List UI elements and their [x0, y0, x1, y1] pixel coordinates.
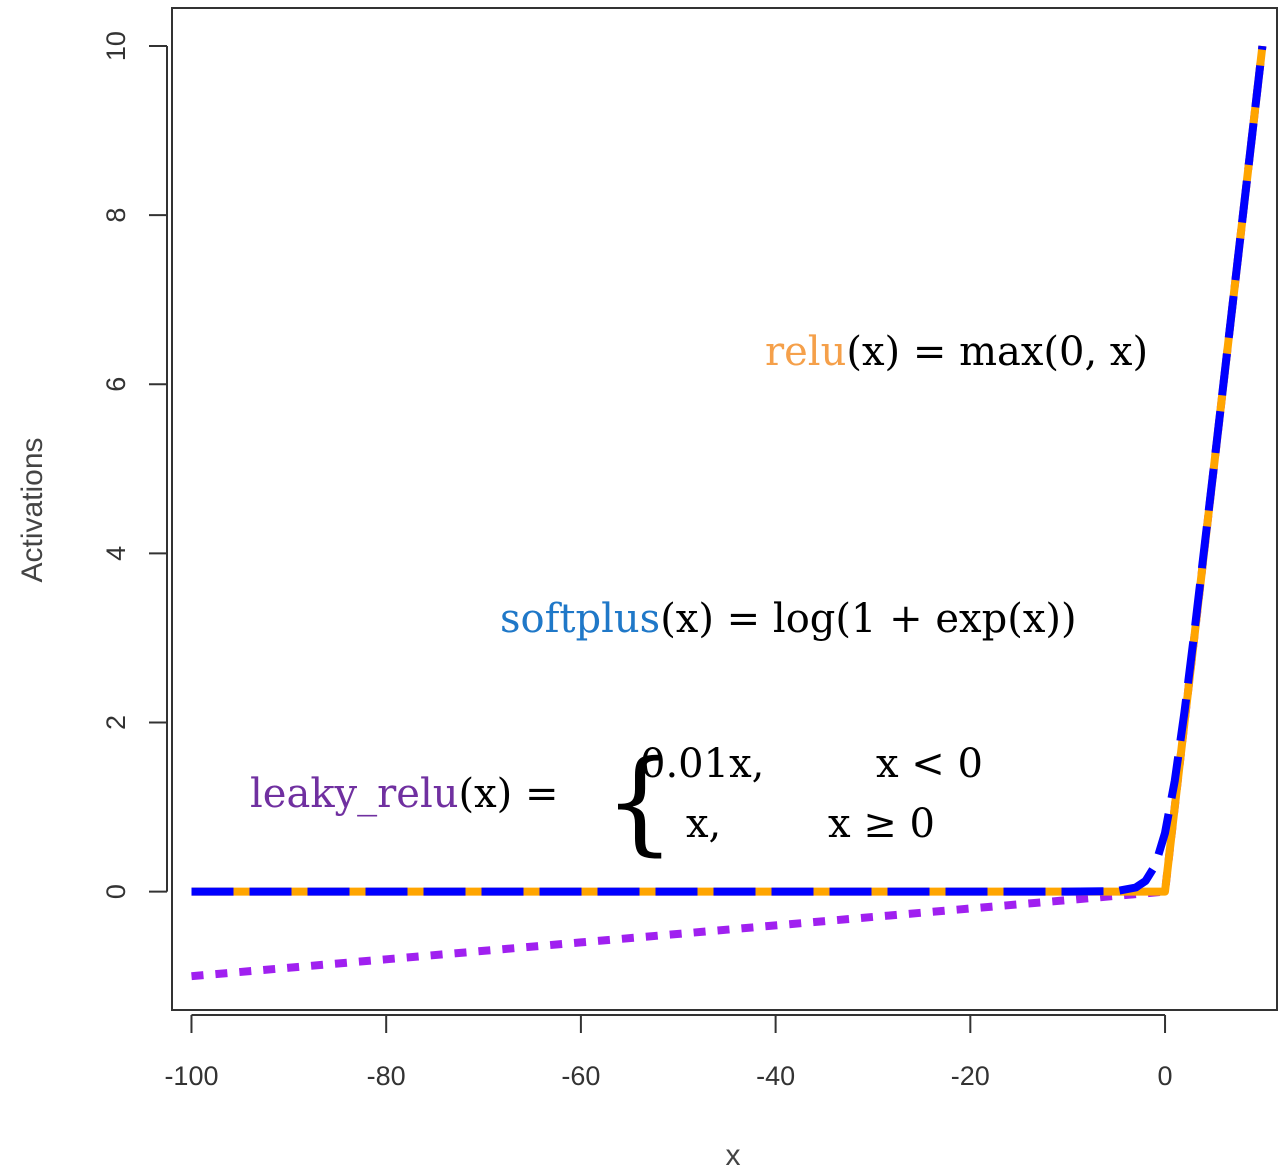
- series-line-leaky-relu: [191, 45, 1267, 981]
- softplus-rhs: log(1 + exp(x)): [773, 596, 1077, 642]
- softplus-lhs: (x) =: [660, 596, 773, 642]
- x-tick-label: -80: [367, 1061, 406, 1091]
- series-line-softplus: [191, 45, 1267, 896]
- leaky-relu-brace: {: [604, 737, 675, 867]
- softplus-name: softplus: [500, 596, 660, 642]
- series-layer: [191, 45, 1267, 981]
- y-tick-label: 4: [101, 546, 131, 561]
- x-tick-label: 0: [1158, 1061, 1173, 1091]
- leaky-case2-condition: x ≥ 0: [828, 801, 935, 847]
- leaky-relu-lhs: (x) =: [459, 771, 559, 817]
- x-tick-label: -20: [951, 1061, 990, 1091]
- leaky-relu-equation: leaky_relu(x) =: [250, 771, 559, 817]
- x-axis: -100 -80 -60 -40 -20 0: [164, 1014, 1173, 1091]
- leaky-case2-value: x,: [686, 801, 721, 847]
- x-tick-label: -100: [164, 1061, 218, 1091]
- relu-name: relu: [765, 329, 846, 375]
- leaky-case1-condition: x < 0: [876, 741, 983, 787]
- x-axis-label: x: [726, 1139, 741, 1170]
- y-tick-label: 0: [101, 884, 131, 899]
- y-axis: 0 2 4 6 8 10: [101, 31, 168, 899]
- relu-equation: relu(x) = max(0, x): [765, 329, 1148, 375]
- softplus-equation: softplus(x) = log(1 + exp(x)): [500, 596, 1077, 642]
- x-tick-label: -40: [756, 1061, 795, 1091]
- leaky-relu-name: leaky_relu: [250, 771, 459, 817]
- x-tick-label: -60: [561, 1061, 600, 1091]
- relu-lhs: (x) =: [846, 329, 959, 375]
- y-tick-label: 2: [101, 715, 131, 730]
- plot-frame: [171, 7, 1278, 1011]
- relu-rhs: max(0, x): [959, 329, 1148, 375]
- y-axis-label: Activations: [16, 437, 49, 582]
- y-tick-label: 6: [101, 377, 131, 392]
- y-tick-label: 8: [101, 208, 131, 223]
- leaky-case1-value: 0.01x,: [640, 741, 764, 787]
- y-tick-label: 10: [101, 31, 131, 61]
